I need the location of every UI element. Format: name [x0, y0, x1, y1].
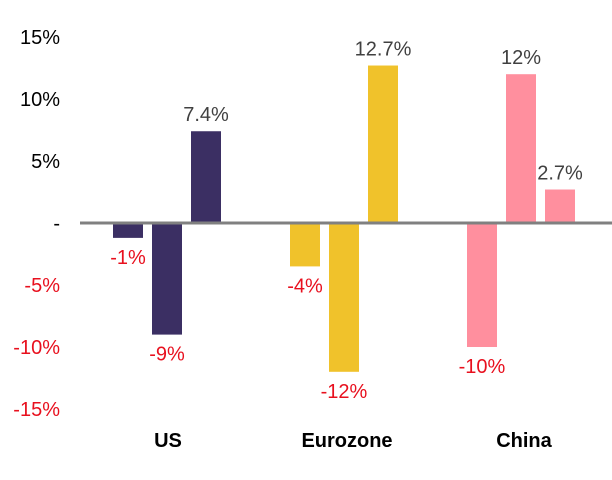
bar — [329, 223, 359, 372]
data-label: 12% — [501, 47, 541, 69]
bar — [506, 74, 536, 223]
data-label: -4% — [287, 275, 323, 297]
data-label: 2.7% — [537, 163, 583, 185]
bar — [113, 223, 143, 238]
data-label: -1% — [110, 247, 146, 269]
category-labels: US Eurozone China — [154, 430, 553, 452]
data-label: -12% — [321, 381, 368, 403]
y-tick-label: -15% — [13, 399, 60, 421]
data-labels: -1% -9% 7.4% -4% -12% 12.7% -10% 12% 2.7% — [110, 39, 583, 403]
y-tick-label: 5% — [31, 151, 60, 173]
data-label: 7.4% — [183, 104, 229, 126]
data-label: -9% — [149, 344, 185, 366]
y-tick-label: 10% — [20, 89, 60, 111]
category-label: China — [496, 430, 552, 452]
category-label: US — [154, 430, 182, 452]
y-tick-label: -5% — [24, 275, 60, 297]
y-axis: 15% 10% 5% - -5% -10% -15% — [13, 27, 60, 421]
category-label: Eurozone — [301, 430, 392, 452]
bar — [467, 223, 497, 347]
bar — [290, 223, 320, 267]
data-label: 12.7% — [355, 39, 412, 61]
y-tick-label: -10% — [13, 337, 60, 359]
y-tick-label: 15% — [20, 27, 60, 49]
bar — [545, 189, 575, 223]
bar — [152, 223, 182, 335]
y-tick-label: - — [53, 213, 60, 235]
bar — [191, 131, 221, 223]
data-label: -10% — [459, 356, 506, 378]
bar — [368, 65, 398, 224]
bars — [113, 65, 575, 372]
